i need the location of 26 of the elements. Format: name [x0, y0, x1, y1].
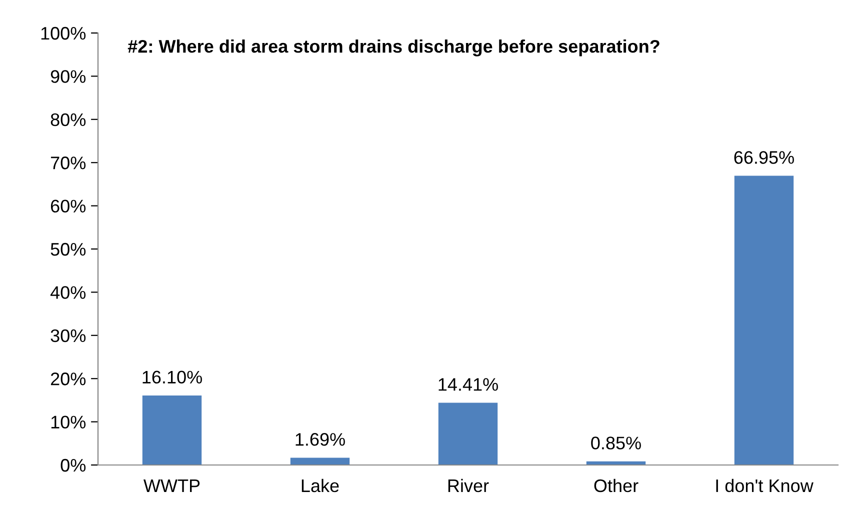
x-tick-label: River	[448, 478, 489, 492]
y-tick-label: 80%	[50, 113, 86, 126]
data-label: 16.10%	[142, 370, 202, 384]
y-tick-label: 0%	[60, 458, 86, 472]
bar	[142, 395, 202, 465]
y-tick-label: 20%	[50, 372, 86, 386]
y-tick-label: 30%	[50, 329, 86, 342]
y-tick-label: 100%	[41, 26, 86, 40]
data-label: 1.69%	[296, 433, 345, 446]
y-tick-label: 70%	[50, 156, 86, 170]
bar	[290, 458, 350, 465]
x-tick-label: I don't Know	[716, 478, 814, 492]
y-tick-label: 40%	[50, 286, 86, 299]
data-label: 14.41%	[438, 378, 498, 391]
y-tick-label: 90%	[50, 70, 86, 83]
bar	[438, 402, 498, 465]
chart-title: #2: Where did area storm drains discharge before separation?	[128, 39, 660, 56]
bar	[734, 176, 794, 465]
y-tick-label: 60%	[50, 200, 86, 213]
x-tick-label: Other	[594, 478, 638, 492]
x-tick-label: Lake	[302, 478, 339, 492]
x-tick-label: WWTP	[144, 480, 200, 492]
y-tick-label: 10%	[51, 416, 86, 429]
y-tick-label: 50%	[50, 242, 86, 256]
data-label: 66.95%	[734, 151, 794, 164]
data-label: 0.85%	[591, 436, 641, 450]
